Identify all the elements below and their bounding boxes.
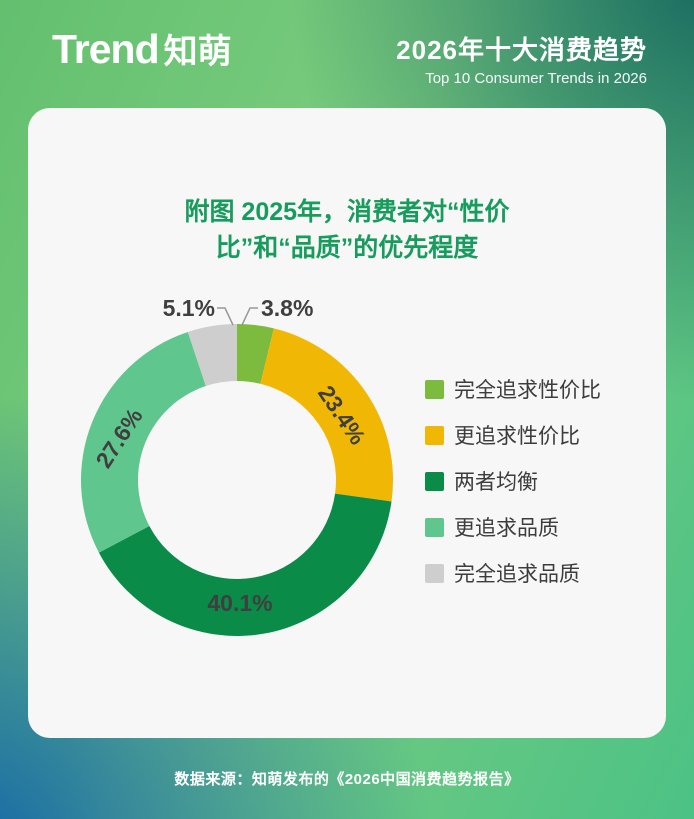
legend-label: 更追求性价比 [454,425,580,448]
donut-slice-0 [237,324,274,384]
slice-label-2: 40.1% [207,590,272,616]
donut-chart: 3.8%23.4%40.1%27.6%5.1% [80,295,394,636]
legend-item: 完全追求品质 [425,560,601,586]
header-title-cn: 2026年十大消费趋势 [396,35,647,65]
chart-card: 附图 2025年，消费者对“性价 比”和“品质”的优先程度 3.8% 23.4% 4… [28,108,666,738]
slice-label-4: 5.1% [163,295,215,321]
legend-swatch [425,517,444,537]
label-leader-line-0 [241,307,258,326]
data-source-text: 数据来源：知萌发布的《2026中国消费趋势报告》 [174,771,520,788]
legend-label: 完全追求性价比 [454,379,601,402]
legend-swatch [425,379,444,399]
donut-slice-2 [98,493,392,636]
legend-item: 完全追求性价比 [425,376,601,402]
chart-title-line2: 比”和“品质”的优先程度 [215,234,479,262]
legend-swatch [425,471,444,491]
legend-label: 完全追求品质 [454,563,580,586]
brand-logo-cn: 知萌 [163,33,232,71]
header: Trend 知萌 2026年十大消费趋势 Top 10 Consumer Tre… [0,0,694,108]
brand-logo-en: Trend [52,26,160,72]
legend-label: 两者均衡 [454,471,538,494]
chart-legend: 完全追求性价比 更追求性价比 两者均衡 更追求品质 完全追求品质 [425,376,601,606]
brand-logo: Trend 知萌 [52,24,232,73]
legend-swatch [425,425,444,445]
donut-slice-1 [260,328,394,502]
chart-title: 附图 2025年，消费者对“性价 比”和“品质”的优先程度 [28,194,666,266]
header-title-block: 2026年十大消费趋势 Top 10 Consumer Trends in 20… [396,30,647,87]
header-title-en: Top 10 Consumer Trends in 2026 [425,70,647,87]
donut-slice-3 [80,331,206,553]
legend-item: 更追求品质 [425,514,601,540]
legend-item: 两者均衡 [425,468,601,494]
legend-label: 更追求品质 [454,517,559,540]
donut-slice-4 [187,324,237,387]
footer: 数据来源：知萌发布的《2026中国消费趋势报告》 [0,738,694,819]
legend-item: 更追求性价比 [425,422,601,448]
chart-title-line1: 附图 2025年，消费者对“性价 [184,198,510,226]
label-leader-line-4 [217,307,234,326]
legend-swatch [425,563,444,583]
slice-label-0: 3.8% [261,295,313,321]
